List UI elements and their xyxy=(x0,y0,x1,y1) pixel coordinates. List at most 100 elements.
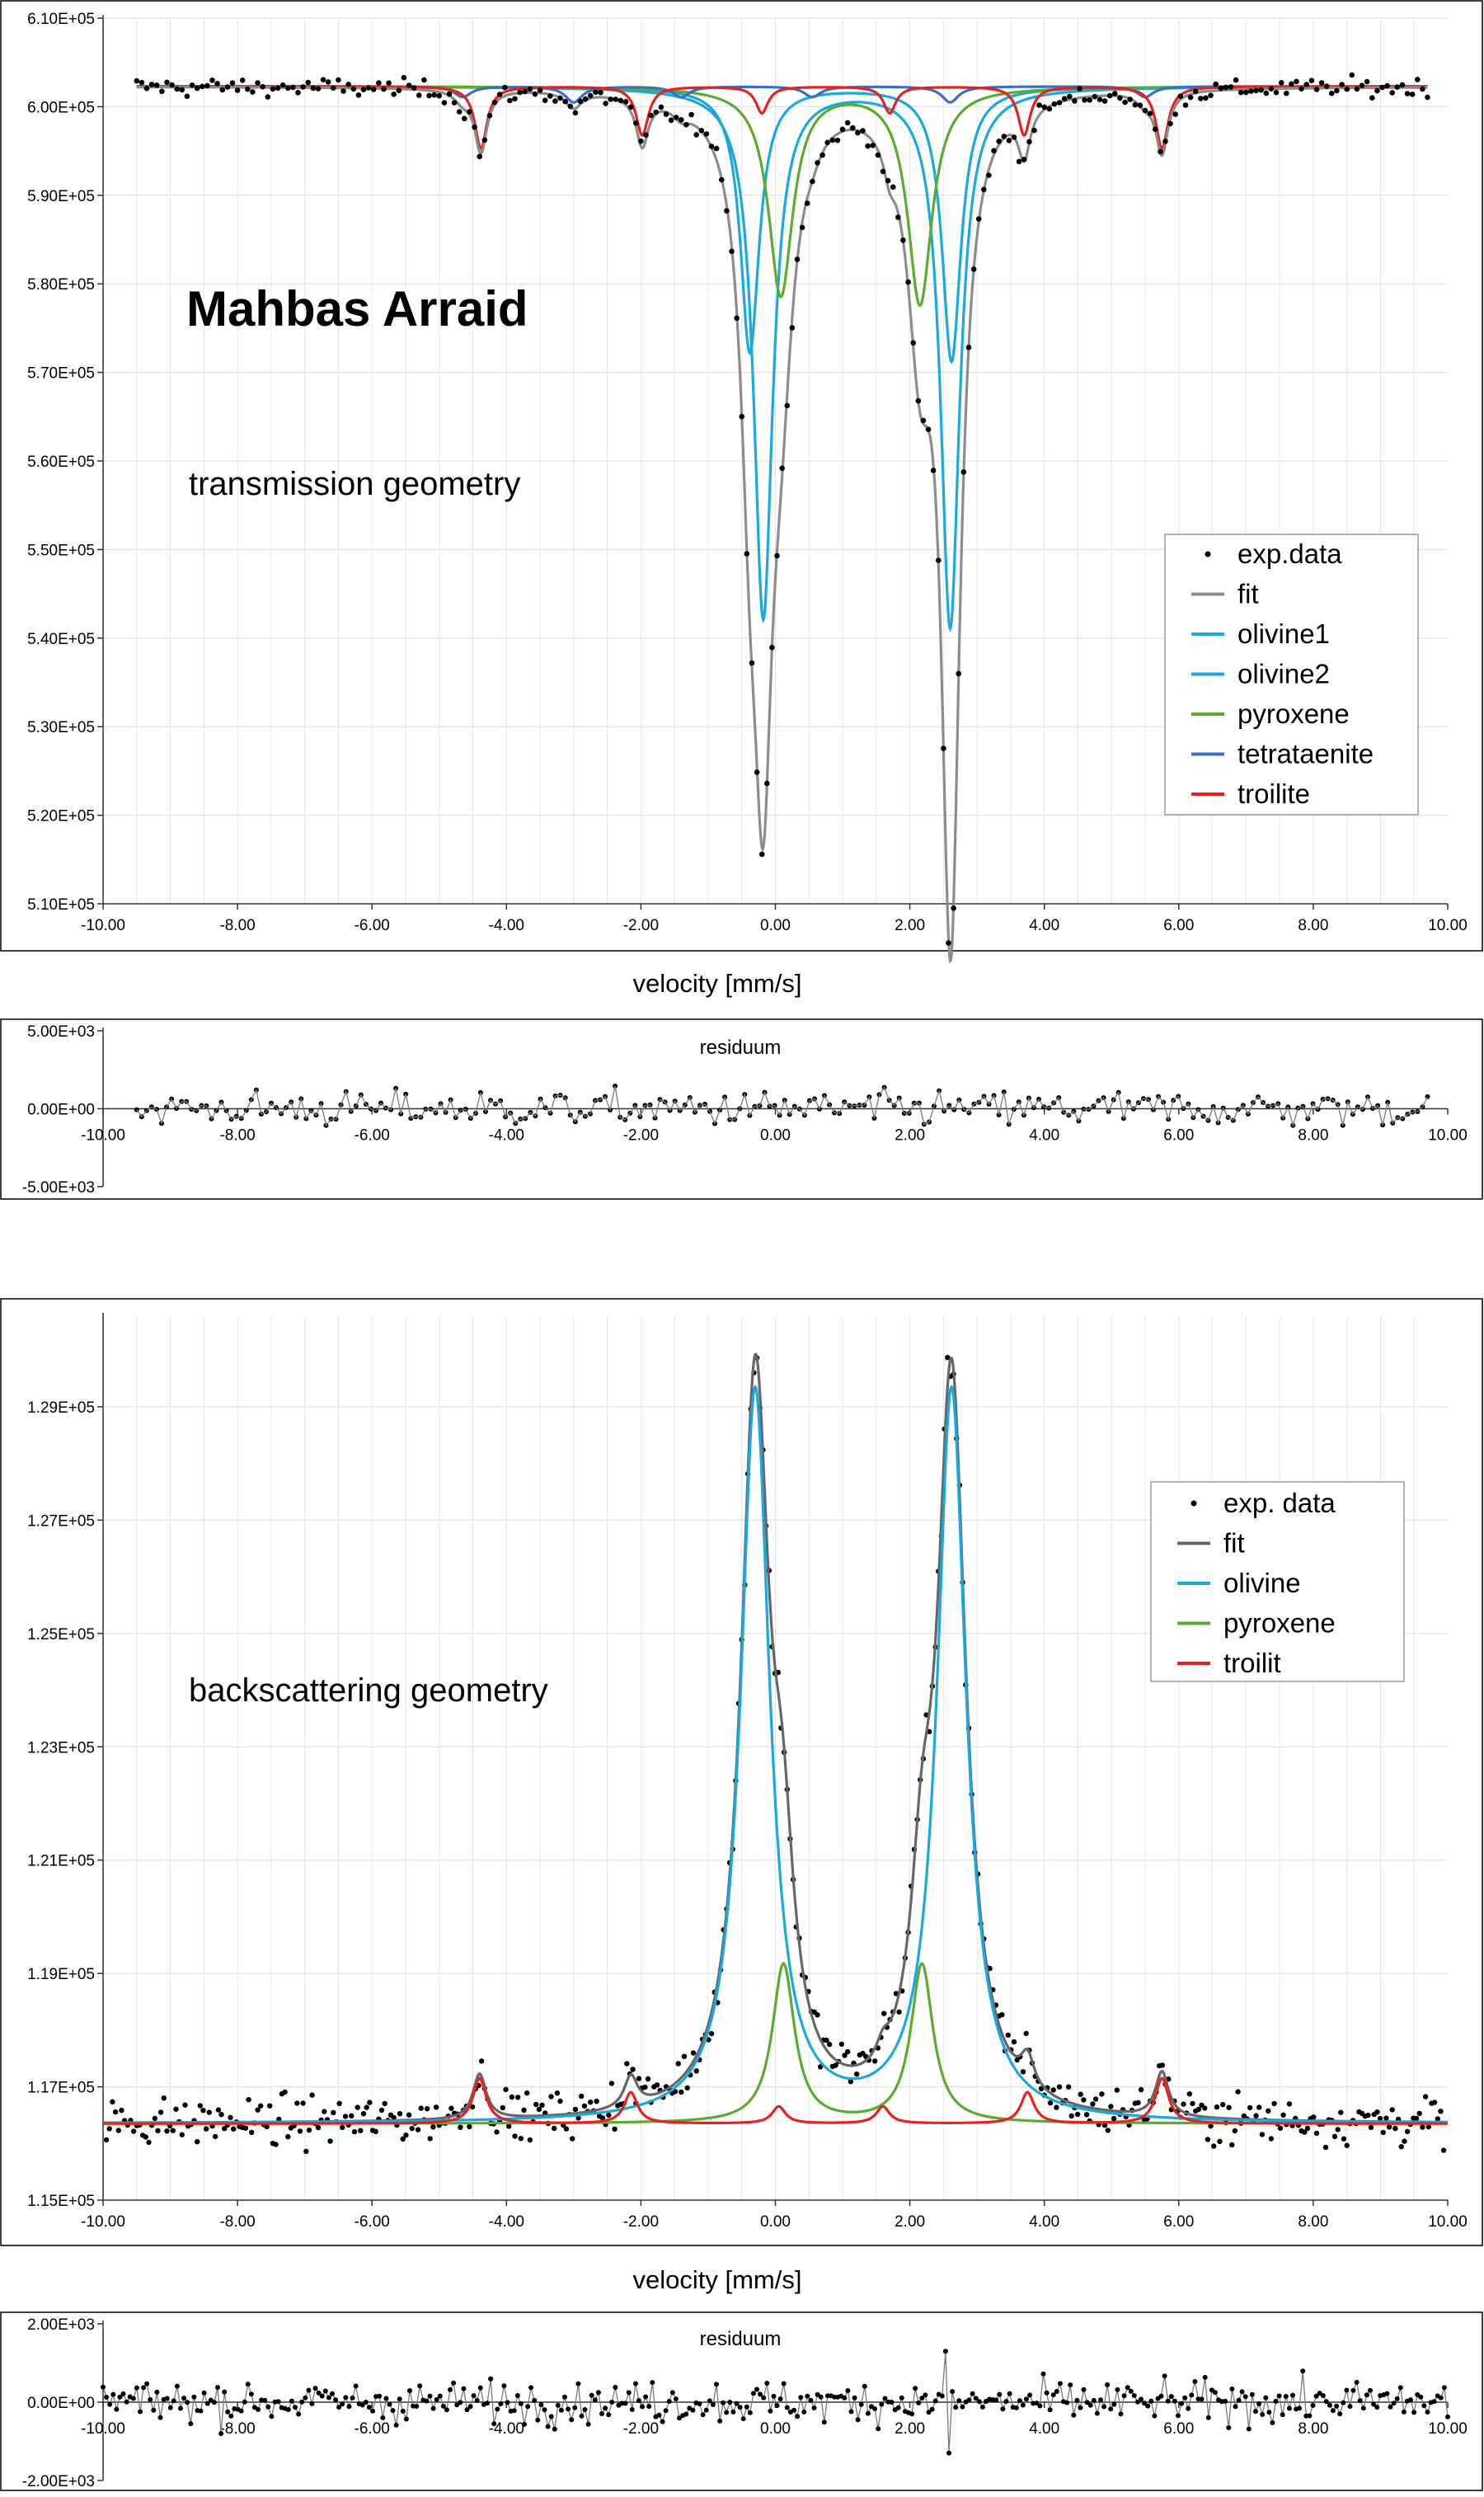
residuum-point xyxy=(107,2401,113,2407)
data-point xyxy=(668,117,674,124)
data-point xyxy=(824,2037,829,2043)
residuum-point xyxy=(1445,2414,1450,2419)
data-point xyxy=(153,82,160,88)
data-point xyxy=(1051,101,1058,107)
data-point xyxy=(1181,2101,1186,2107)
data-point xyxy=(164,2128,170,2134)
residuum-point xyxy=(285,2407,291,2412)
data-point xyxy=(920,417,927,424)
data-point xyxy=(885,177,891,184)
data-point xyxy=(506,2123,512,2129)
residuum-point xyxy=(204,2401,210,2406)
residuum-point xyxy=(306,2387,312,2393)
x-tick-label: -4.00 xyxy=(489,1127,524,1145)
residuum-point xyxy=(811,2405,817,2410)
y-tick-label: -2.00E+03 xyxy=(22,2473,95,2490)
data-point xyxy=(250,89,256,95)
data-point xyxy=(1247,2104,1253,2111)
data-point xyxy=(418,2105,424,2111)
data-point xyxy=(1203,95,1209,101)
data-point xyxy=(486,112,493,119)
data-point xyxy=(1127,96,1133,102)
data-point xyxy=(264,2123,270,2129)
data-point xyxy=(819,152,825,158)
residuum-point xyxy=(1105,2382,1111,2387)
data-point xyxy=(905,279,911,285)
data-point xyxy=(815,160,820,166)
data-point xyxy=(548,2094,554,2100)
residuum-point xyxy=(390,2408,396,2414)
data-point xyxy=(1220,2101,1226,2108)
data-point xyxy=(522,88,528,95)
data-point xyxy=(1226,2104,1232,2110)
residuum-point xyxy=(1013,2405,1019,2410)
data-point xyxy=(1153,126,1158,132)
residuum-point xyxy=(1431,2399,1437,2405)
data-point xyxy=(364,2104,369,2110)
residuum-point xyxy=(781,2381,787,2386)
x-tick-label: 4.00 xyxy=(1029,2420,1059,2438)
x-tick-label: 6.00 xyxy=(1163,2420,1194,2438)
residuum-point xyxy=(700,2412,706,2418)
residuum-point xyxy=(946,2450,951,2456)
y-tick-label: 5.90E+05 xyxy=(27,188,95,205)
data-point xyxy=(1092,93,1098,100)
data-point xyxy=(1248,88,1254,94)
data-point xyxy=(491,99,498,106)
data-point xyxy=(161,2095,167,2101)
residuum-point xyxy=(724,2410,730,2415)
data-point xyxy=(890,184,896,190)
data-point xyxy=(1158,148,1163,155)
residuum-point xyxy=(572,2405,578,2410)
residuum-point xyxy=(293,2405,298,2410)
data-point xyxy=(270,86,276,92)
residuum-point xyxy=(201,2390,207,2396)
data-point xyxy=(804,200,810,206)
residuum-point xyxy=(262,2397,268,2403)
data-point xyxy=(1232,2128,1238,2134)
residuum-point xyxy=(1384,2391,1390,2396)
residuum-point xyxy=(414,2404,420,2409)
data-point xyxy=(1425,2123,1432,2130)
y-tick-label: 5.50E+05 xyxy=(27,542,95,559)
residuum-point xyxy=(366,2405,372,2410)
backscattering-frame xyxy=(0,1298,1483,2246)
data-point xyxy=(275,85,281,92)
data-point xyxy=(472,124,477,130)
residuum-point xyxy=(1276,2393,1282,2399)
backscattering-chart: 1.15E+05 1.17E+05 1.19E+05 1.21E+05 1.23E+05… xyxy=(27,1313,1468,2231)
residuum-point xyxy=(1300,2368,1306,2374)
data-point xyxy=(826,2041,833,2048)
y-tick-label: 0.00E+00 xyxy=(27,2395,95,2412)
residuum-point xyxy=(185,2400,190,2405)
residuum-point xyxy=(522,2421,527,2427)
residuum-point xyxy=(1266,2410,1272,2415)
residuum-point xyxy=(514,2393,520,2398)
data-point xyxy=(1147,111,1153,116)
residuum-point xyxy=(919,2396,925,2401)
data-point xyxy=(1172,111,1178,117)
data-point xyxy=(975,216,982,222)
data-point xyxy=(1422,2094,1429,2100)
residuum-point xyxy=(117,2394,123,2400)
data-point xyxy=(636,2076,642,2081)
data-point xyxy=(1233,77,1239,83)
data-point xyxy=(658,104,665,111)
residuum-point xyxy=(289,2398,294,2404)
data-point xyxy=(1335,2127,1341,2133)
data-point xyxy=(1334,87,1340,94)
data-point xyxy=(401,74,407,81)
series-olivine-line xyxy=(103,1384,1448,2124)
residuum-point xyxy=(747,2410,753,2415)
data-point xyxy=(724,208,730,214)
data-point xyxy=(638,138,644,144)
residuum-point xyxy=(167,2405,173,2410)
residuum-point xyxy=(1246,2426,1252,2432)
residuum-point xyxy=(1364,2392,1369,2398)
data-point xyxy=(991,148,997,154)
residuum-point xyxy=(296,2411,302,2417)
data-point xyxy=(577,98,584,105)
data-point xyxy=(1108,2104,1114,2109)
residuum-point xyxy=(1374,2405,1380,2410)
data-point xyxy=(896,2009,902,2015)
